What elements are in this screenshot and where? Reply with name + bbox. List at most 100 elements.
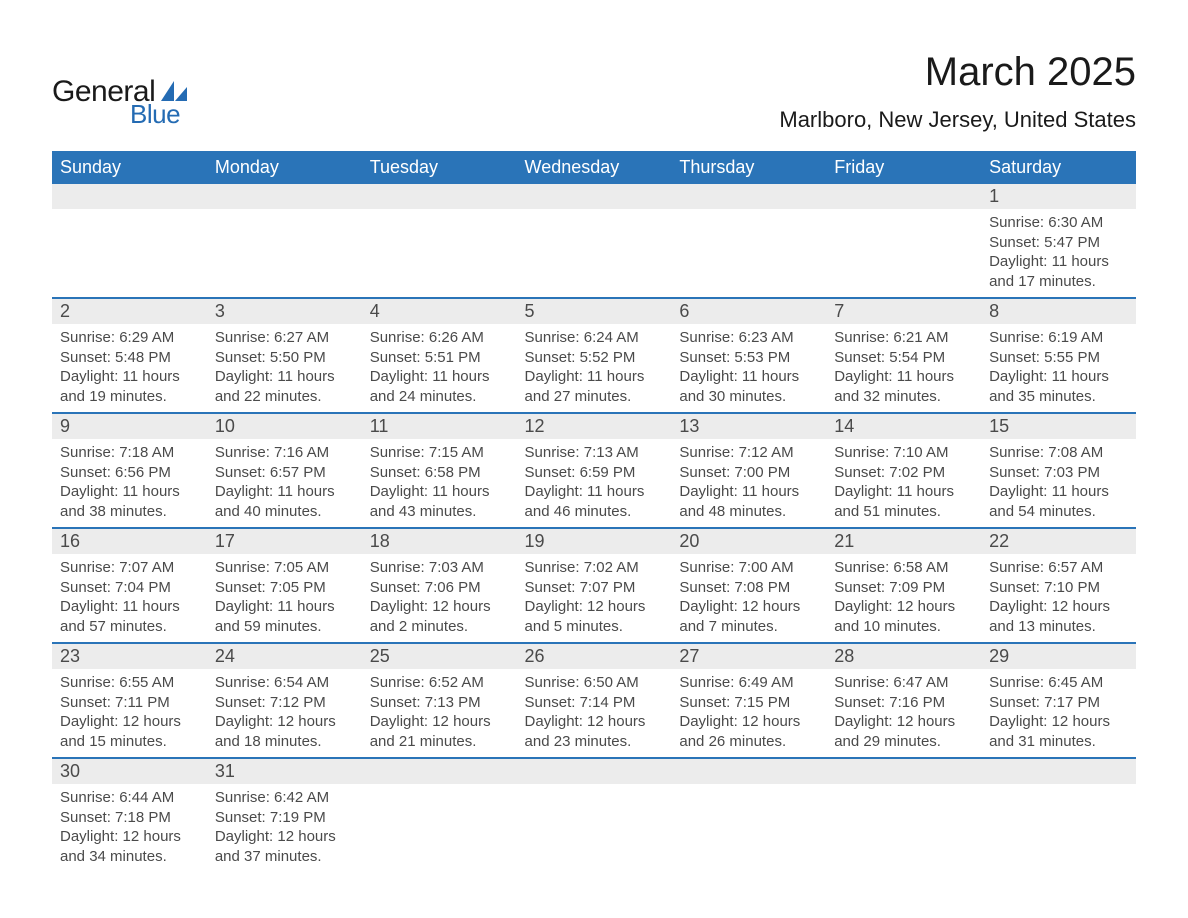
weekday-header: Saturday bbox=[981, 151, 1136, 184]
calendar-table: SundayMondayTuesdayWednesdayThursdayFrid… bbox=[52, 151, 1136, 872]
day-d1: Daylight: 12 hours bbox=[370, 712, 509, 732]
day-sunrise: Sunrise: 7:02 AM bbox=[525, 558, 664, 578]
day-d1: Daylight: 11 hours bbox=[834, 482, 973, 502]
day-d2: and 7 minutes. bbox=[679, 617, 818, 637]
day-number: 9 bbox=[52, 413, 207, 439]
day-cell: Sunrise: 6:26 AMSunset: 5:51 PMDaylight:… bbox=[362, 324, 517, 413]
day-d2: and 19 minutes. bbox=[60, 387, 199, 407]
day-number: 21 bbox=[826, 528, 981, 554]
day-d2: and 21 minutes. bbox=[370, 732, 509, 752]
day-number: 4 bbox=[362, 298, 517, 324]
day-content-row: Sunrise: 6:30 AMSunset: 5:47 PMDaylight:… bbox=[52, 209, 1136, 298]
day-number: 24 bbox=[207, 643, 362, 669]
day-sunset: Sunset: 7:08 PM bbox=[679, 578, 818, 598]
day-d2: and 46 minutes. bbox=[525, 502, 664, 522]
day-cell: Sunrise: 7:05 AMSunset: 7:05 PMDaylight:… bbox=[207, 554, 362, 643]
day-cell: Sunrise: 7:08 AMSunset: 7:03 PMDaylight:… bbox=[981, 439, 1136, 528]
day-cell: Sunrise: 6:45 AMSunset: 7:17 PMDaylight:… bbox=[981, 669, 1136, 758]
day-number: 30 bbox=[52, 758, 207, 784]
page-subtitle: Marlboro, New Jersey, United States bbox=[779, 107, 1136, 133]
day-cell-empty bbox=[671, 784, 826, 872]
day-cell-empty bbox=[362, 209, 517, 298]
day-number: 16 bbox=[52, 528, 207, 554]
day-sunset: Sunset: 7:14 PM bbox=[525, 693, 664, 713]
header: General Blue March 2025 Marlboro, New Je… bbox=[52, 50, 1136, 133]
day-number: 19 bbox=[517, 528, 672, 554]
day-d2: and 59 minutes. bbox=[215, 617, 354, 637]
day-sunrise: Sunrise: 6:58 AM bbox=[834, 558, 973, 578]
day-sunrise: Sunrise: 6:50 AM bbox=[525, 673, 664, 693]
weekday-header: Thursday bbox=[671, 151, 826, 184]
day-cell: Sunrise: 6:58 AMSunset: 7:09 PMDaylight:… bbox=[826, 554, 981, 643]
day-number: 13 bbox=[671, 413, 826, 439]
day-number: 11 bbox=[362, 413, 517, 439]
day-d1: Daylight: 11 hours bbox=[525, 367, 664, 387]
day-d2: and 37 minutes. bbox=[215, 847, 354, 867]
day-d1: Daylight: 11 hours bbox=[834, 367, 973, 387]
day-sunset: Sunset: 6:57 PM bbox=[215, 463, 354, 483]
day-d1: Daylight: 12 hours bbox=[679, 712, 818, 732]
day-cell-empty bbox=[826, 209, 981, 298]
day-d1: Daylight: 11 hours bbox=[60, 597, 199, 617]
daynum-row: 23242526272829 bbox=[52, 643, 1136, 669]
day-cell-empty bbox=[52, 209, 207, 298]
day-sunrise: Sunrise: 6:24 AM bbox=[525, 328, 664, 348]
day-d2: and 29 minutes. bbox=[834, 732, 973, 752]
day-d1: Daylight: 11 hours bbox=[370, 482, 509, 502]
day-sunrise: Sunrise: 6:42 AM bbox=[215, 788, 354, 808]
day-number: 23 bbox=[52, 643, 207, 669]
day-sunrise: Sunrise: 7:05 AM bbox=[215, 558, 354, 578]
day-sunrise: Sunrise: 7:10 AM bbox=[834, 443, 973, 463]
day-d1: Daylight: 12 hours bbox=[525, 597, 664, 617]
day-number-empty bbox=[517, 758, 672, 784]
day-cell-empty bbox=[362, 784, 517, 872]
day-number-empty bbox=[826, 184, 981, 209]
day-d2: and 57 minutes. bbox=[60, 617, 199, 637]
day-d2: and 40 minutes. bbox=[215, 502, 354, 522]
day-cell: Sunrise: 6:52 AMSunset: 7:13 PMDaylight:… bbox=[362, 669, 517, 758]
day-number-empty bbox=[52, 184, 207, 209]
day-sunrise: Sunrise: 6:57 AM bbox=[989, 558, 1128, 578]
day-d1: Daylight: 12 hours bbox=[60, 827, 199, 847]
day-d2: and 17 minutes. bbox=[989, 272, 1128, 292]
day-number: 1 bbox=[981, 184, 1136, 209]
day-d1: Daylight: 11 hours bbox=[215, 482, 354, 502]
day-d2: and 18 minutes. bbox=[215, 732, 354, 752]
day-d1: Daylight: 11 hours bbox=[989, 367, 1128, 387]
day-sunset: Sunset: 7:09 PM bbox=[834, 578, 973, 598]
day-number-empty bbox=[826, 758, 981, 784]
day-sunset: Sunset: 6:56 PM bbox=[60, 463, 199, 483]
day-sunrise: Sunrise: 6:30 AM bbox=[989, 213, 1128, 233]
day-number-empty bbox=[362, 184, 517, 209]
day-cell-empty bbox=[671, 209, 826, 298]
weekday-header-row: SundayMondayTuesdayWednesdayThursdayFrid… bbox=[52, 151, 1136, 184]
day-sunset: Sunset: 7:18 PM bbox=[60, 808, 199, 828]
day-cell-empty bbox=[981, 784, 1136, 872]
day-d2: and 5 minutes. bbox=[525, 617, 664, 637]
day-content-row: Sunrise: 7:07 AMSunset: 7:04 PMDaylight:… bbox=[52, 554, 1136, 643]
day-number-empty bbox=[362, 758, 517, 784]
day-sunset: Sunset: 7:02 PM bbox=[834, 463, 973, 483]
day-number-empty bbox=[671, 184, 826, 209]
day-sunset: Sunset: 7:15 PM bbox=[679, 693, 818, 713]
day-number: 2 bbox=[52, 298, 207, 324]
weekday-header: Sunday bbox=[52, 151, 207, 184]
day-sunrise: Sunrise: 6:44 AM bbox=[60, 788, 199, 808]
day-d2: and 27 minutes. bbox=[525, 387, 664, 407]
day-sunset: Sunset: 7:11 PM bbox=[60, 693, 199, 713]
day-number-empty bbox=[981, 758, 1136, 784]
day-sunset: Sunset: 7:13 PM bbox=[370, 693, 509, 713]
day-sunset: Sunset: 7:17 PM bbox=[989, 693, 1128, 713]
day-d2: and 23 minutes. bbox=[525, 732, 664, 752]
day-cell: Sunrise: 6:55 AMSunset: 7:11 PMDaylight:… bbox=[52, 669, 207, 758]
day-number: 18 bbox=[362, 528, 517, 554]
day-cell: Sunrise: 6:21 AMSunset: 5:54 PMDaylight:… bbox=[826, 324, 981, 413]
day-d1: Daylight: 11 hours bbox=[60, 482, 199, 502]
day-cell: Sunrise: 6:24 AMSunset: 5:52 PMDaylight:… bbox=[517, 324, 672, 413]
day-sunset: Sunset: 7:07 PM bbox=[525, 578, 664, 598]
day-sunset: Sunset: 5:55 PM bbox=[989, 348, 1128, 368]
day-cell: Sunrise: 7:03 AMSunset: 7:06 PMDaylight:… bbox=[362, 554, 517, 643]
day-number: 20 bbox=[671, 528, 826, 554]
day-sunrise: Sunrise: 6:29 AM bbox=[60, 328, 199, 348]
day-number: 22 bbox=[981, 528, 1136, 554]
